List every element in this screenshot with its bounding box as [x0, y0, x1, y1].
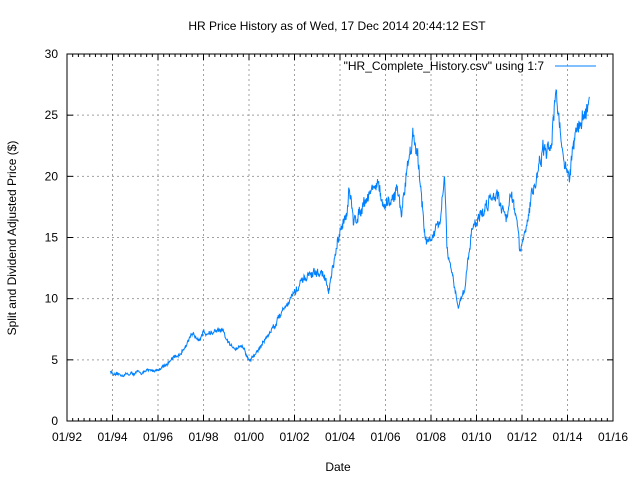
y-axis-label: Split and Dividend Adjusted Price ($)	[5, 141, 19, 336]
x-tick-label: 01/04	[325, 430, 355, 444]
x-tick-label: 01/98	[188, 430, 218, 444]
x-tick-label: 01/10	[461, 430, 491, 444]
x-tick-label: 01/02	[279, 430, 309, 444]
y-tick-label: 25	[45, 108, 59, 122]
legend-label: "HR_Complete_History.csv" using 1:7	[344, 59, 545, 73]
y-tick-label: 20	[45, 169, 59, 183]
x-tick-label: 01/08	[416, 430, 446, 444]
y-tick-label: 30	[45, 47, 59, 61]
y-tick-label: 10	[45, 292, 59, 306]
price-series-line	[109, 88, 590, 378]
grid	[67, 54, 613, 421]
series-layer	[109, 88, 590, 378]
x-tick-label: 01/00	[234, 430, 264, 444]
axis-ticks: 01/92 01/94 01/96 01/98 01/00 01/02 01/04 01/06…	[45, 47, 629, 444]
chart-title: HR Price History as of Wed, 17 Dec 2014 …	[188, 19, 486, 33]
x-tick-label: 01/14	[552, 430, 582, 444]
legend: "HR_Complete_History.csv" using 1:7	[344, 59, 596, 73]
y-tick-label: 5	[51, 353, 58, 367]
x-axis-label: Date	[325, 460, 351, 474]
x-tick-label: 01/96	[143, 430, 173, 444]
x-tick-label: 01/16	[598, 430, 628, 444]
x-tick-label: 01/12	[507, 430, 537, 444]
x-tick-label: 01/06	[370, 430, 400, 444]
x-tick-label: 01/92	[52, 430, 82, 444]
x-tick-label: 01/94	[97, 430, 127, 444]
y-tick-label: 0	[51, 414, 58, 428]
y-tick-label: 15	[45, 231, 59, 245]
